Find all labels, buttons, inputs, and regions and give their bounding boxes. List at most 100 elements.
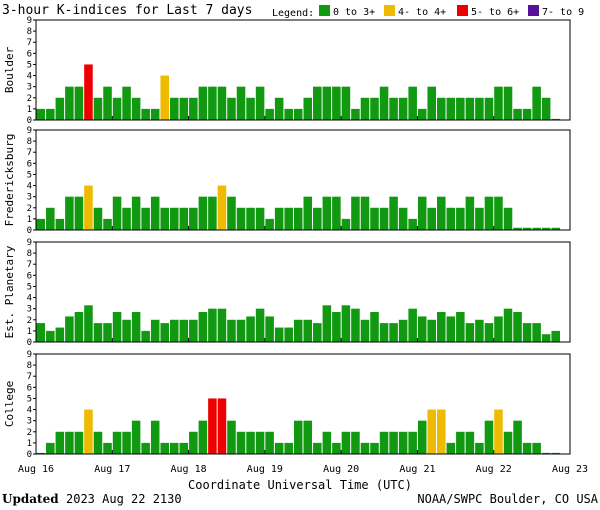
bar (522, 227, 532, 230)
bar (351, 308, 360, 342)
x-axis-ticks: Aug 16 Aug 17 Aug 18 Aug 19 Aug 20 Aug 21 Aug … (18, 464, 588, 475)
bar (160, 75, 169, 120)
y-tick-label: 4 (27, 406, 32, 416)
bar (36, 323, 46, 342)
bar (112, 431, 122, 454)
bar (170, 97, 179, 120)
bar (74, 312, 84, 342)
panel-label: Est. Planetary (3, 245, 16, 338)
bar (246, 431, 255, 454)
bar (351, 196, 360, 230)
bar (437, 312, 446, 342)
bar (417, 316, 427, 342)
bar (179, 319, 189, 342)
bar (189, 431, 198, 454)
bar (322, 196, 332, 230)
bar (408, 218, 417, 230)
y-tick-label: 1 (27, 327, 32, 337)
bar (246, 97, 255, 120)
legend-item-label: 4- to 4+ (398, 7, 446, 18)
bar (227, 97, 236, 120)
bar (36, 108, 46, 120)
bar (141, 330, 150, 342)
bar (65, 316, 74, 342)
bar (46, 330, 55, 342)
bar (360, 442, 370, 454)
bar (389, 97, 398, 120)
bar (265, 316, 274, 342)
legend-swatch (528, 5, 539, 16)
bar (255, 431, 265, 454)
x-tick-label: Aug 16 (18, 464, 54, 475)
y-tick-label: 0 (27, 116, 32, 126)
bar (236, 207, 246, 230)
legend-swatch (457, 5, 468, 16)
x-tick-label: Aug 23 (552, 464, 588, 475)
bar (379, 431, 389, 454)
bar (541, 334, 551, 342)
bar (513, 312, 522, 342)
x-tick-label: Aug 20 (323, 464, 359, 475)
bar (313, 207, 322, 230)
bar (379, 323, 389, 342)
bar (427, 86, 436, 120)
bar (236, 86, 246, 120)
bar (389, 431, 398, 454)
bar (513, 227, 522, 230)
panel-label: College (3, 381, 16, 427)
bar (122, 319, 131, 342)
panel-label: Fredericksburg (3, 134, 16, 227)
bar (265, 108, 274, 120)
bar (255, 86, 265, 120)
bar (475, 97, 484, 120)
bar (484, 196, 494, 230)
bar (55, 97, 65, 120)
bar (341, 305, 351, 342)
bar (370, 207, 379, 230)
bar (74, 86, 84, 120)
bar (398, 97, 408, 120)
bar (437, 409, 446, 454)
bar (456, 207, 465, 230)
y-tick-label: 3 (27, 83, 32, 93)
bar (65, 86, 74, 120)
y-tick-label: 5 (27, 394, 32, 404)
y-tick-label: 8 (27, 361, 32, 371)
bar (246, 316, 255, 342)
legend: Legend: 0 to 3+ 4- to 4+ 5- to 6+ 7- to 9 (272, 5, 584, 19)
x-tick-label: Aug 17 (94, 464, 130, 475)
panel-frame (35, 241, 571, 343)
y-tick-label: 4 (27, 72, 32, 82)
bar (74, 196, 84, 230)
bar (46, 108, 55, 120)
bar (341, 431, 351, 454)
y-tick-label: 5 (27, 60, 32, 70)
y-tick-label: 0 (27, 338, 32, 348)
bar (217, 308, 227, 342)
y-tick-label: 4 (27, 294, 32, 304)
bar (322, 431, 332, 454)
bar (208, 308, 217, 342)
bar (513, 108, 522, 120)
y-tick-label: 1 (27, 215, 32, 225)
bar (475, 319, 484, 342)
x-tick-label: Aug 19 (247, 464, 283, 475)
bar (332, 196, 341, 230)
bar (484, 323, 494, 342)
bar (122, 207, 131, 230)
y-tick-label: 0 (27, 450, 32, 460)
bar (170, 442, 179, 454)
bar (160, 442, 169, 454)
x-tick-label: Aug 22 (476, 464, 512, 475)
bar (475, 442, 484, 454)
bar (208, 196, 217, 230)
bar (198, 196, 208, 230)
bar (532, 86, 541, 120)
bar (255, 207, 265, 230)
y-tick-label: 1 (27, 439, 32, 449)
bar (541, 452, 551, 454)
bar (150, 196, 160, 230)
